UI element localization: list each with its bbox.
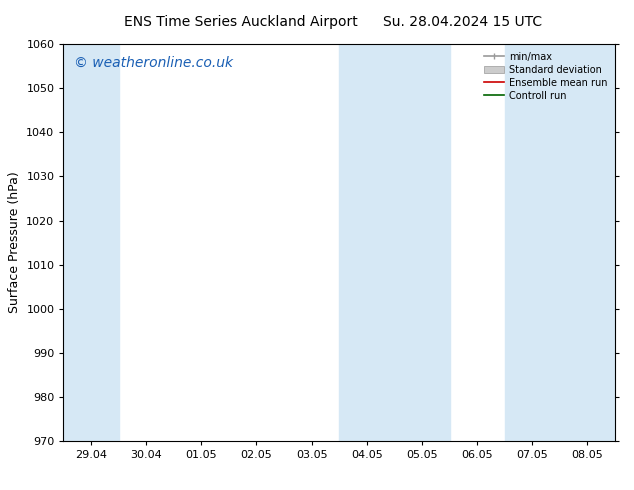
Bar bbox=[339, 44, 450, 441]
Legend: min/max, Standard deviation, Ensemble mean run, Controll run: min/max, Standard deviation, Ensemble me… bbox=[481, 49, 610, 103]
Bar bbox=[505, 44, 615, 441]
Text: Su. 28.04.2024 15 UTC: Su. 28.04.2024 15 UTC bbox=[384, 15, 542, 29]
Text: © weatheronline.co.uk: © weatheronline.co.uk bbox=[74, 56, 233, 70]
Bar bbox=[63, 44, 119, 441]
Text: ENS Time Series Auckland Airport: ENS Time Series Auckland Airport bbox=[124, 15, 358, 29]
Y-axis label: Surface Pressure (hPa): Surface Pressure (hPa) bbox=[8, 172, 21, 314]
